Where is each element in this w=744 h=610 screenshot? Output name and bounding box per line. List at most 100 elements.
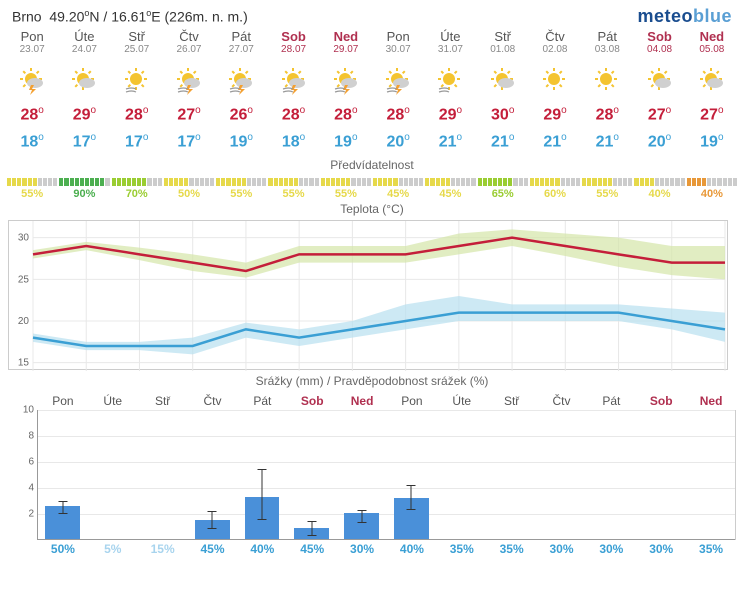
- precip-error-bar: [62, 501, 63, 514]
- day-cell[interactable]: Pon23.07: [6, 29, 58, 59]
- weather-icon: [424, 65, 476, 95]
- pred-value: 45%: [424, 188, 476, 200]
- temp-high: 27o: [633, 105, 685, 124]
- precip-error-bar: [411, 485, 412, 510]
- day-cell[interactable]: Úte31.07: [424, 29, 476, 59]
- weather-icon: [686, 65, 738, 95]
- precip-error-bar: [262, 469, 263, 520]
- day-cell[interactable]: Sob28.07: [267, 29, 319, 59]
- pred-value: 55%: [320, 188, 372, 200]
- pred-value: 50%: [163, 188, 215, 200]
- pred-value: 55%: [215, 188, 267, 200]
- precip-error-bar: [212, 511, 213, 529]
- day-cell[interactable]: Čtv02.08: [529, 29, 581, 59]
- pred-value: 65%: [477, 188, 529, 200]
- brand-logo[interactable]: meteoblue: [637, 6, 732, 27]
- temp-low: 19o: [686, 132, 738, 151]
- pred-bar: [478, 178, 528, 186]
- temp-high: 28o: [581, 105, 633, 124]
- day-cell[interactable]: Pát03.08: [581, 29, 633, 59]
- precip-prob-row: 50%5%15%45%40%45%30%40%35%35%30%30%30%35…: [8, 540, 736, 556]
- weather-icon: [372, 65, 424, 95]
- temp-low: 18o: [267, 132, 319, 151]
- precip-error-bar: [361, 510, 362, 523]
- weather-icon: [6, 65, 58, 95]
- day-cell[interactable]: Pát27.07: [215, 29, 267, 59]
- pred-bar: [164, 178, 214, 186]
- temp-low: 20o: [372, 132, 424, 151]
- temp-low: 17o: [58, 132, 110, 151]
- temp-low: 17o: [163, 132, 215, 151]
- weather-icon: [633, 65, 685, 95]
- day-cell[interactable]: Ned05.08: [686, 29, 738, 59]
- day-cell[interactable]: Stř25.07: [111, 29, 163, 59]
- temp-high: 28o: [372, 105, 424, 124]
- weather-icon: [581, 65, 633, 95]
- weather-icon: [111, 65, 163, 95]
- precip-day-labels: PonÚteStřČtvPátSobNedPonÚteStřČtvPátSobN…: [8, 392, 736, 410]
- precip-prob-value: 45%: [287, 540, 337, 556]
- pred-bar: [687, 178, 737, 186]
- precip-day-label: Pon: [38, 392, 88, 410]
- weather-icon: [477, 65, 529, 95]
- forecast-icon-row: [0, 59, 744, 99]
- temp-high: 28o: [6, 105, 58, 124]
- pred-value: 55%: [6, 188, 58, 200]
- pred-bar: [373, 178, 423, 186]
- pred-value: 60%: [529, 188, 581, 200]
- weather-icon: [163, 65, 215, 95]
- pred-value: 55%: [581, 188, 633, 200]
- day-cell[interactable]: Čtv26.07: [163, 29, 215, 59]
- day-cell[interactable]: Úte24.07: [58, 29, 110, 59]
- weather-icon: [58, 65, 110, 95]
- predictability-row: 55%90%70%50%55%55%55%45%45%65%60%55%40%4…: [0, 174, 744, 200]
- temp-low: 21o: [477, 132, 529, 151]
- predictability-title: Předvídatelnost: [0, 158, 744, 172]
- svg-text:30: 30: [18, 232, 30, 243]
- day-cell[interactable]: Sob04.08: [633, 29, 685, 59]
- precip-prob-value: 40%: [387, 540, 437, 556]
- day-cell[interactable]: Pon30.07: [372, 29, 424, 59]
- temp-high: 30o: [477, 105, 529, 124]
- pred-bar: [321, 178, 371, 186]
- temp-low: 21o: [424, 132, 476, 151]
- precip-day-label: Čtv: [537, 392, 587, 410]
- day-cell[interactable]: Stř01.08: [477, 29, 529, 59]
- weather-icon: [215, 65, 267, 95]
- pred-value: 40%: [686, 188, 738, 200]
- pred-value: 45%: [372, 188, 424, 200]
- temp-high: 28o: [320, 105, 372, 124]
- pred-bar: [268, 178, 318, 186]
- weather-icon: [320, 65, 372, 95]
- temp-low: 17o: [111, 132, 163, 151]
- temp-low: 19o: [215, 132, 267, 151]
- pred-bar: [634, 178, 684, 186]
- weather-icon: [267, 65, 319, 95]
- forecast-high-row: 28o29o28o27o26o28o28o28o29o30o29o28o27o2…: [0, 99, 744, 128]
- precip-day-label: Stř: [487, 392, 537, 410]
- precip-prob-value: 35%: [686, 540, 736, 556]
- forecast-low-row: 18o17o17o17o19o18o19o20o21o21o21o21o20o1…: [0, 128, 744, 155]
- precip-day-label: Pát: [237, 392, 287, 410]
- precip-day-label: Stř: [138, 392, 188, 410]
- pred-value: 55%: [267, 188, 319, 200]
- pred-bar: [7, 178, 57, 186]
- svg-text:20: 20: [18, 316, 30, 327]
- pred-bar: [59, 178, 109, 186]
- pred-value: 90%: [58, 188, 110, 200]
- temp-low: 18o: [6, 132, 58, 151]
- day-cell[interactable]: Ned29.07: [320, 29, 372, 59]
- temp-high: 27o: [686, 105, 738, 124]
- pred-bar: [112, 178, 162, 186]
- temp-low: 19o: [320, 132, 372, 151]
- precip-day-label: Pon: [387, 392, 437, 410]
- precip-day-label: Úte: [437, 392, 487, 410]
- temperature-chart: 15202530: [0, 220, 744, 370]
- precip-day-label: Ned: [337, 392, 387, 410]
- precip-prob-value: 35%: [437, 540, 487, 556]
- precip-prob-value: 30%: [337, 540, 387, 556]
- precip-day-label: Úte: [88, 392, 138, 410]
- forecast-day-row: Pon23.07Úte24.07Stř25.07Čtv26.07Pát27.07…: [0, 27, 744, 59]
- temp-high: 29o: [58, 105, 110, 124]
- precip-title: Srážky (mm) / Pravděpodobnost srážek (%): [0, 374, 744, 388]
